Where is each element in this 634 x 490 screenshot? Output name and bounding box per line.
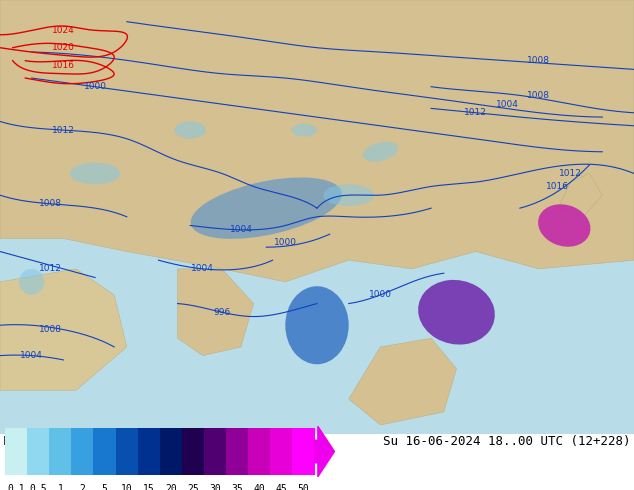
Ellipse shape bbox=[292, 123, 317, 137]
Polygon shape bbox=[0, 0, 634, 282]
Text: 1004: 1004 bbox=[496, 99, 519, 109]
Bar bbox=[270, 428, 292, 475]
Text: 0.5: 0.5 bbox=[29, 484, 47, 490]
Bar bbox=[93, 428, 115, 475]
Ellipse shape bbox=[285, 286, 349, 364]
Text: 1016: 1016 bbox=[547, 182, 569, 191]
Polygon shape bbox=[178, 269, 254, 356]
Ellipse shape bbox=[70, 163, 120, 184]
Bar bbox=[226, 428, 249, 475]
Text: 5: 5 bbox=[101, 484, 108, 490]
Bar bbox=[292, 428, 314, 475]
Polygon shape bbox=[0, 269, 127, 390]
Text: Precipitation [mm] ECMWF: Precipitation [mm] ECMWF bbox=[3, 435, 183, 448]
Text: 50: 50 bbox=[297, 484, 309, 490]
Text: 10: 10 bbox=[121, 484, 133, 490]
Bar bbox=[27, 428, 49, 475]
Text: 45: 45 bbox=[276, 484, 287, 490]
Bar bbox=[5, 428, 27, 475]
Text: 15: 15 bbox=[143, 484, 155, 490]
Text: 1: 1 bbox=[58, 484, 63, 490]
Polygon shape bbox=[349, 338, 456, 425]
Text: 1016: 1016 bbox=[52, 61, 75, 70]
Text: 1000: 1000 bbox=[369, 291, 392, 299]
Text: 1008: 1008 bbox=[39, 199, 62, 208]
Ellipse shape bbox=[538, 204, 590, 247]
Bar bbox=[160, 428, 182, 475]
Text: 1008: 1008 bbox=[527, 56, 550, 65]
Text: 1012: 1012 bbox=[559, 169, 582, 178]
Bar bbox=[204, 428, 226, 475]
Text: 1008: 1008 bbox=[39, 325, 62, 334]
Bar bbox=[182, 428, 204, 475]
Text: Su 16-06-2024 18..00 UTC (12+228): Su 16-06-2024 18..00 UTC (12+228) bbox=[384, 435, 631, 448]
Text: 0.1: 0.1 bbox=[8, 484, 25, 490]
FancyArrow shape bbox=[314, 426, 335, 477]
Bar bbox=[138, 428, 160, 475]
Text: 1000: 1000 bbox=[84, 82, 107, 91]
Text: 1008: 1008 bbox=[527, 91, 550, 100]
Text: 1012: 1012 bbox=[52, 125, 75, 135]
Ellipse shape bbox=[363, 142, 398, 162]
Text: 2: 2 bbox=[79, 484, 86, 490]
Bar bbox=[49, 428, 72, 475]
Ellipse shape bbox=[19, 269, 44, 295]
Text: 1004: 1004 bbox=[20, 351, 43, 360]
Bar bbox=[115, 428, 138, 475]
Text: 1000: 1000 bbox=[274, 238, 297, 247]
Text: 20: 20 bbox=[165, 484, 177, 490]
Text: 35: 35 bbox=[231, 484, 243, 490]
Text: 1020: 1020 bbox=[52, 43, 75, 52]
Ellipse shape bbox=[191, 177, 342, 239]
Bar bbox=[249, 428, 270, 475]
Bar bbox=[72, 428, 93, 475]
Text: 1004: 1004 bbox=[230, 225, 252, 234]
Text: 1004: 1004 bbox=[191, 265, 214, 273]
Text: 25: 25 bbox=[187, 484, 199, 490]
Text: 1024: 1024 bbox=[52, 26, 75, 35]
Ellipse shape bbox=[418, 280, 495, 344]
Text: 996: 996 bbox=[213, 308, 231, 317]
Ellipse shape bbox=[323, 184, 374, 206]
Polygon shape bbox=[558, 173, 602, 217]
Text: 30: 30 bbox=[209, 484, 221, 490]
Ellipse shape bbox=[174, 122, 206, 139]
Text: 1012: 1012 bbox=[39, 265, 62, 273]
Text: 1012: 1012 bbox=[464, 108, 487, 117]
Text: 40: 40 bbox=[254, 484, 265, 490]
